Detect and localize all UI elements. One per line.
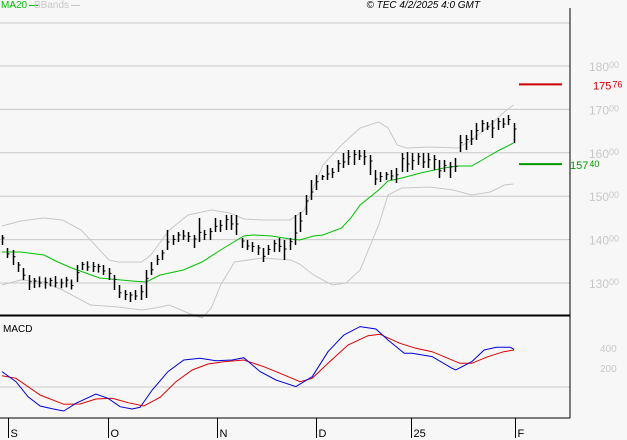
macd-line [1,326,515,412]
chart-axes: 18000 17000 16000 15000 14000 13000 S O N D 25 F [0,8,619,440]
legend-ma20-swatch [29,4,39,6]
price-marker-label: 17576 [593,79,622,92]
x-tick-label: 25 [414,428,426,440]
legend-ma20-label: MA20 [1,0,28,11]
price-tick-label: 15000 [589,190,619,204]
ma20-line-path [2,142,514,283]
x-tick-label: F [518,428,525,440]
legend-bbands-swatch [71,4,81,6]
price-bars [1,114,517,303]
bband-lower-line [1,183,514,319]
bollinger-bands [1,104,514,319]
ma20-line [2,142,514,283]
price-marker-label: 15740 [570,159,599,172]
x-tick-label: S [11,428,18,440]
copyright-timestamp: © TEC 4/2/2025 4:0 GMT [366,0,480,11]
macd-signal-line [1,333,515,407]
legend-ma20: MA20 [1,0,39,11]
macd-panel: 400 200 [0,326,617,412]
price-tick-label: 17000 [589,103,619,117]
macd-tick-label: 200 [600,364,617,375]
price-tick-label: 14000 [589,234,619,248]
x-tick-label: N [220,428,228,440]
price-markers: 17576 15740 [519,79,622,172]
x-tick-label: D [319,428,327,440]
price-tick-label: 18000 [589,60,619,74]
legend-bbands-label: BBands [34,0,70,11]
macd-tick-label: 400 [600,344,617,355]
bband-upper-line [1,104,514,263]
macd-label: MACD [3,324,32,335]
x-tick-label: O [111,428,120,440]
price-grid [0,65,570,284]
price-tick-label: 16000 [589,147,619,161]
price-tick-label: 13000 [589,277,619,291]
legend-bbands: BBands [34,0,81,11]
